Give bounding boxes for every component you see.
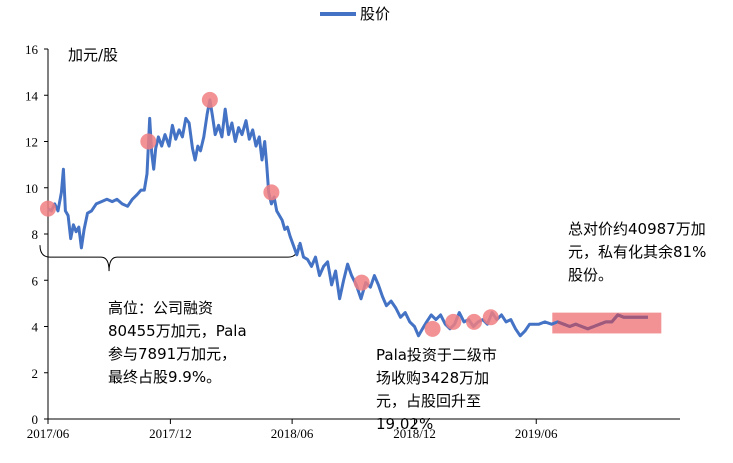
y-tick-label: 14: [25, 88, 39, 103]
x-tick-label: 2017/06: [27, 426, 70, 441]
y-tick-label: 12: [25, 135, 38, 150]
y-tick-label: 10: [25, 181, 38, 196]
axes: 0 2 4 6 8 10 12 14 16 2017/06 2017/12 2018/06 2018/1…: [25, 42, 680, 441]
series-line-in-band: [557, 313, 648, 331]
annotation-brace: [39, 245, 299, 272]
price-line-layer: [47, 98, 648, 338]
y-tick-label: 6: [32, 273, 39, 288]
y-tick-label: 0: [32, 412, 39, 427]
brace-layer: [39, 245, 299, 272]
event-marker: [424, 320, 441, 337]
series-line-stock-price: [47, 98, 648, 338]
y-tick-label: 16: [25, 42, 39, 57]
x-tick-label: 2018/06: [271, 426, 314, 441]
event-marker: [353, 274, 370, 291]
annotation-high: 高位：公司融资 80455万加元，Pala 参与7891万加元， 最终占股9.9…: [108, 299, 251, 386]
annotation-pala: Pala投资于二级市 场收购3428万加 元，占股回升至 19.02%: [376, 346, 502, 433]
y-tick-label: 2: [32, 366, 39, 381]
y-axis-label: 加元/股: [68, 46, 118, 64]
event-marker: [140, 133, 157, 150]
event-marker: [201, 91, 218, 108]
event-marker: [445, 313, 462, 330]
y-tick-label: 4: [32, 320, 39, 335]
event-marker: [482, 309, 499, 326]
x-tick-label: 2017/12: [149, 426, 192, 441]
event-marker: [466, 313, 483, 330]
event-marker: [263, 184, 280, 201]
event-marker: [40, 200, 56, 217]
annotation-privatization: 总对价约40987万加 元，私有化其余81% 股份。: [568, 220, 711, 284]
x-tick-label: 2018/12: [393, 426, 436, 441]
event-markers: [40, 91, 499, 337]
y-tick-label: 8: [32, 227, 39, 242]
chart-legend: 股价: [320, 5, 390, 23]
annotations: 高位：公司融资 80455万加元，Pala 参与7891万加元， 最终占股9.9…: [108, 220, 711, 433]
legend-label-stock-price: 股价: [360, 5, 390, 23]
x-tick-label: 2019/06: [515, 426, 558, 441]
